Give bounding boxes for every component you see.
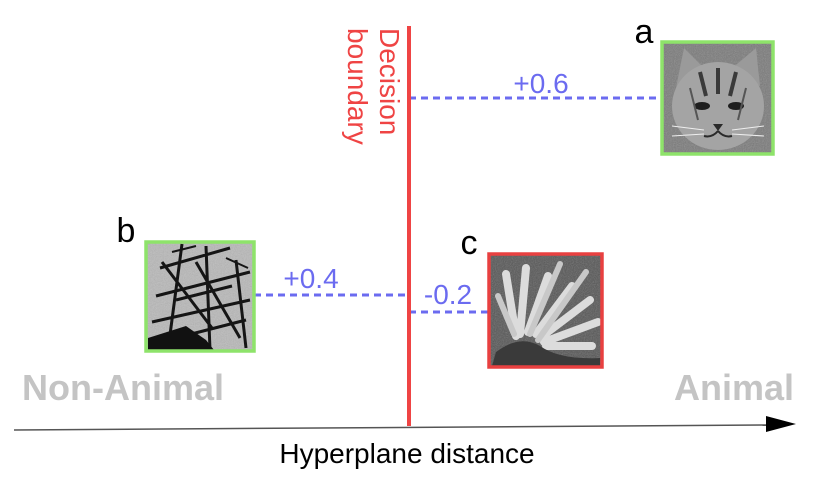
decision-boundary-label: Decision boundary — [342, 28, 405, 145]
scaffolding-icon — [148, 243, 251, 351]
non-animal-label: Non-Animal — [22, 367, 224, 408]
x-axis-line — [13, 424, 771, 431]
example-letter-a: a — [635, 13, 654, 51]
coral-icon — [495, 261, 602, 350]
decision-boundary-label-line2: boundary — [342, 28, 373, 145]
example-image-a — [660, 40, 775, 156]
distance-value-c: -0.2 — [424, 279, 472, 310]
x-axis-label: Hyperplane distance — [279, 438, 534, 469]
example-letter-b: b — [117, 212, 136, 250]
distance-value-a: +0.6 — [513, 68, 568, 99]
distance-value-b: +0.4 — [283, 263, 338, 294]
cat-icon — [671, 48, 765, 150]
example-image-b — [144, 240, 256, 353]
x-axis-arrowhead — [766, 416, 796, 432]
example-letter-c: c — [461, 224, 478, 262]
decision-boundary-label-line1: Decision — [374, 28, 405, 135]
example-image-c — [487, 252, 604, 369]
animal-label: Animal — [674, 367, 794, 408]
